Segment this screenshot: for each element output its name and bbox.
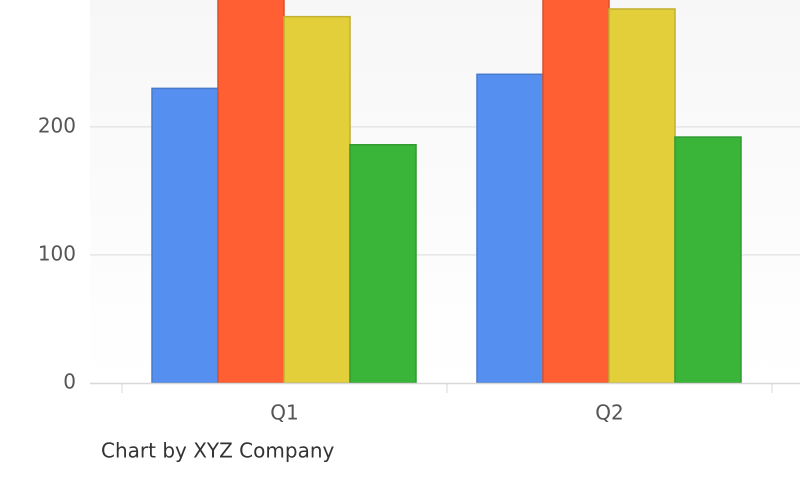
x-tick-label: Q1 (270, 401, 298, 425)
bar (283, 15, 351, 384)
bar (217, 0, 285, 384)
footer: Chart by XYZ Company (101, 439, 334, 463)
bar (674, 136, 742, 384)
bars (151, 0, 742, 384)
bar (349, 143, 417, 384)
bar (476, 73, 544, 384)
y-tick-label: 100 (38, 241, 76, 265)
y-tick-label: 200 (38, 113, 76, 137)
y-tick-label: 0 (63, 370, 76, 394)
bar (608, 8, 676, 384)
x-tick-label: Q2 (595, 401, 623, 425)
labels: 0 100 200 Q1 Q2 (38, 113, 624, 424)
bar (151, 87, 219, 384)
bar (542, 0, 610, 384)
